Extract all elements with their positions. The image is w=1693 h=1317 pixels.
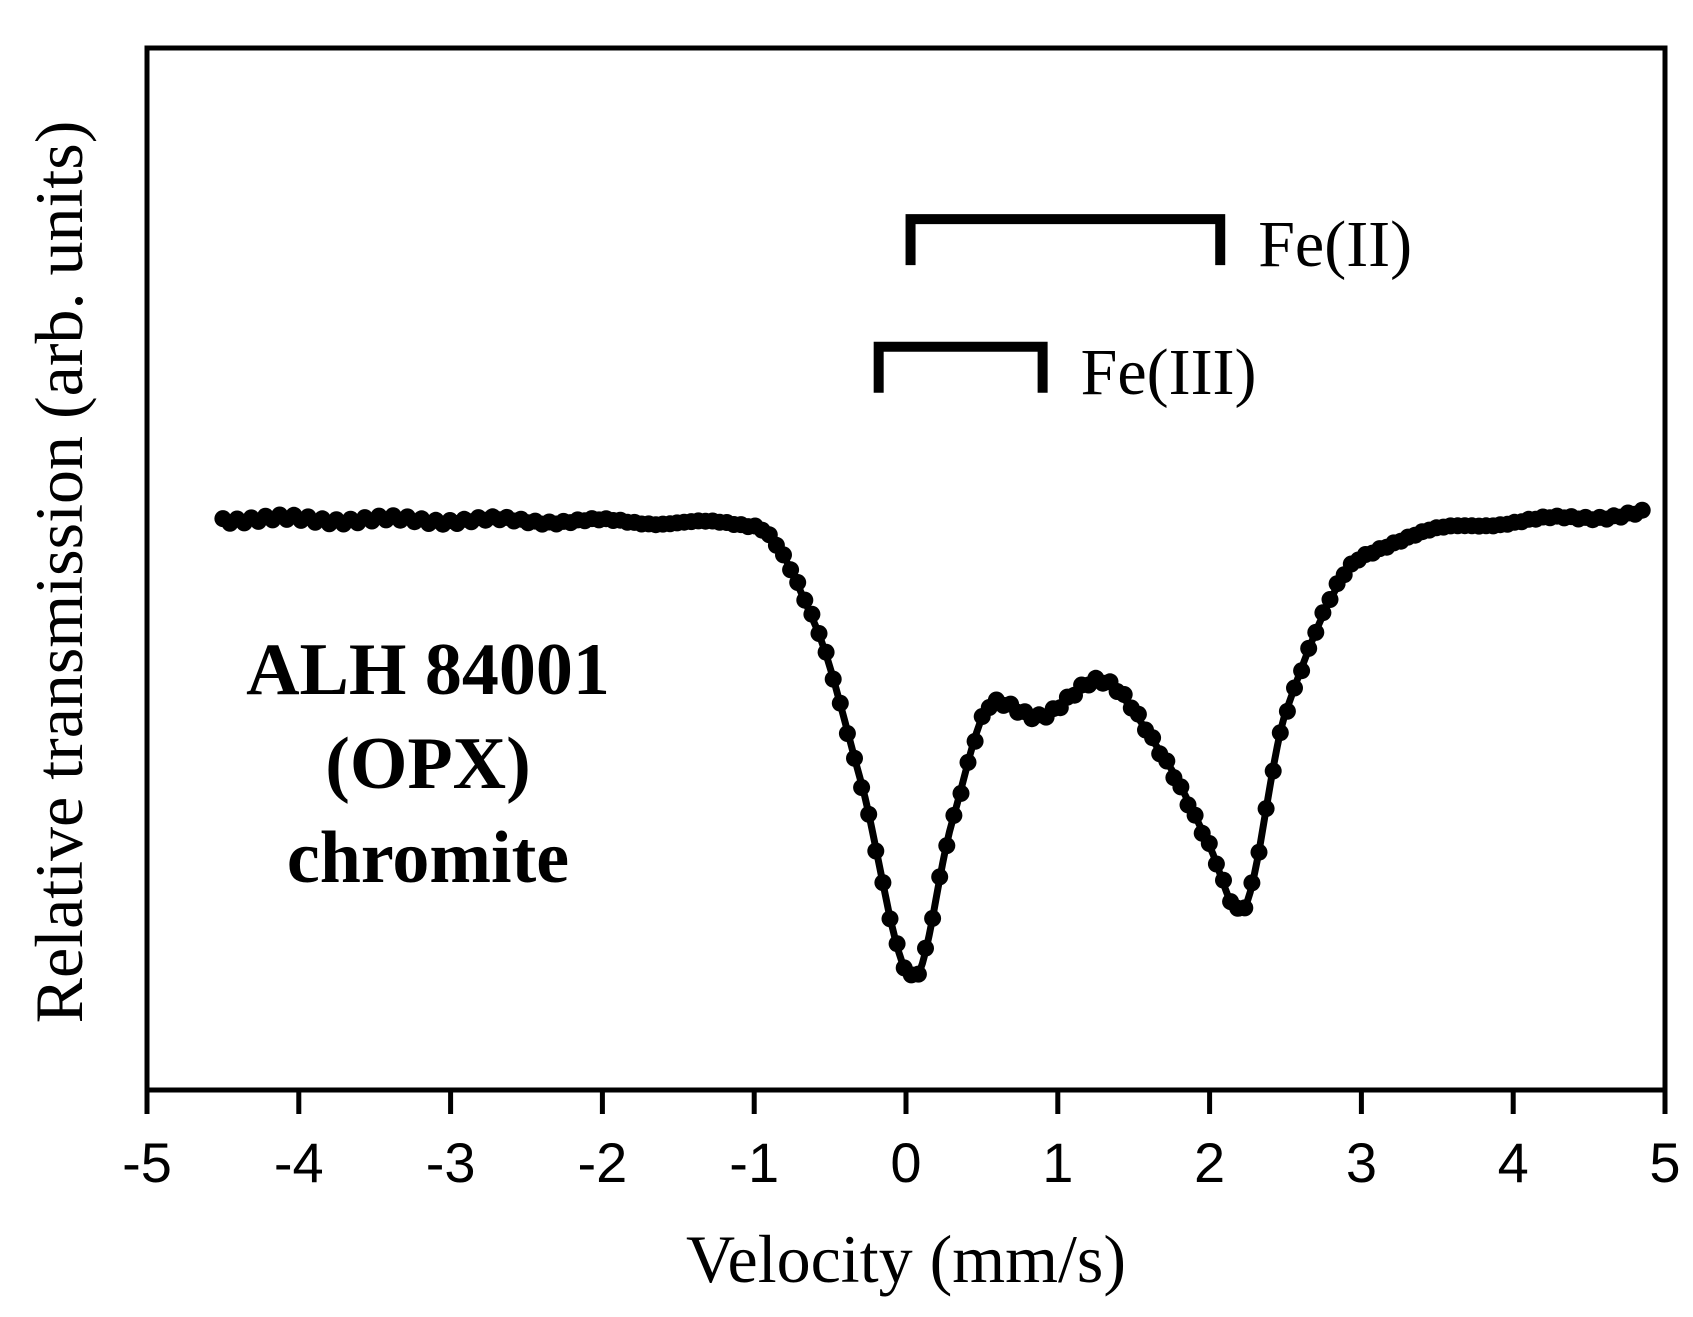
data-point: [1321, 591, 1339, 608]
data-point: [945, 806, 963, 824]
data-point: [853, 779, 871, 796]
data-point: [867, 842, 885, 860]
data-point: [931, 868, 949, 886]
bracket-fe-ii: [905, 214, 1226, 266]
sample-label-line-1: ALH 84001: [246, 629, 610, 711]
data-point: [874, 874, 892, 892]
x-tick-label: -4: [274, 1131, 324, 1194]
data-point: [817, 643, 835, 661]
sample-label-line-3: chromite: [287, 817, 569, 899]
data-point: [782, 561, 800, 579]
x-ticks: -5 -4 -3 -2 -1 0 1 2 3 4 5: [122, 1090, 1681, 1194]
x-tick-label: -3: [426, 1131, 476, 1194]
x-tick-label: -5: [122, 1131, 172, 1194]
data-point: [810, 625, 828, 642]
x-tick-label: -1: [729, 1131, 779, 1194]
data-point: [789, 574, 807, 591]
x-axis-title: Velocity (mm/s): [686, 1221, 1126, 1297]
data-point: [860, 805, 878, 823]
y-axis-title: Relative transmission (arb. units): [21, 121, 97, 1024]
doublet-brackets: Fe(II)Fe(III): [873, 208, 1412, 409]
data-point: [952, 784, 970, 802]
x-tick-label: 3: [1346, 1131, 1377, 1194]
x-tick-label: 2: [1194, 1131, 1225, 1194]
data-point: [1314, 604, 1332, 622]
data-point: [1144, 729, 1162, 747]
data-point: [909, 965, 927, 983]
x-tick-label: 5: [1649, 1131, 1680, 1194]
data-point: [1250, 843, 1268, 861]
data-point: [1236, 899, 1254, 917]
data-point: [1307, 623, 1325, 641]
sample-label-line-2: (OPX): [325, 723, 531, 805]
bracket-fe-iii: [873, 341, 1048, 393]
data-point: [775, 546, 792, 564]
x-tick-label: 4: [1498, 1131, 1529, 1194]
data-curve: [214, 501, 1651, 984]
data-point: [1158, 752, 1176, 770]
data-point: [1207, 855, 1225, 873]
data-point: [803, 605, 821, 623]
data-point: [831, 694, 849, 712]
data-point: [1264, 762, 1282, 780]
data-point: [1271, 724, 1289, 742]
data-point: [1633, 501, 1651, 519]
data-point: [881, 910, 899, 928]
bracket-label-fe-iii: Fe(III): [1081, 336, 1257, 409]
data-point: [959, 753, 977, 771]
data-point: [1172, 778, 1190, 796]
data-point: [1257, 800, 1275, 818]
data-point: [917, 939, 934, 957]
data-point: [824, 670, 842, 688]
data-point: [1129, 705, 1147, 723]
x-tick-label: -2: [578, 1131, 628, 1194]
data-point: [1115, 686, 1133, 703]
data-point: [1300, 639, 1318, 657]
data-point: [1293, 662, 1311, 680]
data-point: [924, 909, 942, 927]
data-point: [1243, 874, 1261, 892]
data-point: [838, 725, 856, 742]
data-point: [1278, 702, 1296, 720]
x-tick-label: 1: [1042, 1131, 1073, 1194]
data-point: [1215, 871, 1232, 889]
data-point: [846, 749, 863, 767]
data-point: [1200, 835, 1218, 852]
data-point: [966, 732, 984, 750]
plot-frame: [144, 45, 1668, 1093]
data-point: [1286, 679, 1303, 697]
data-point: [938, 837, 956, 855]
data-point: [1186, 806, 1204, 824]
bracket-label-fe-ii: Fe(II): [1258, 208, 1412, 281]
data-point: [796, 591, 814, 609]
x-tick-label: 0: [890, 1131, 921, 1194]
data-point: [888, 935, 906, 953]
